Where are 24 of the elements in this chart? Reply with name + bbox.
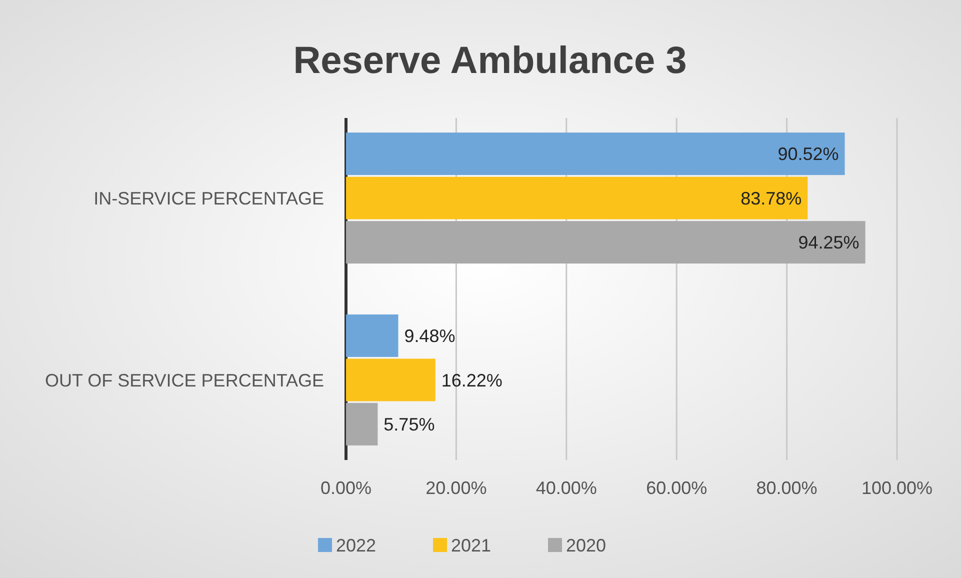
x-tick-label: 60.00%: [646, 478, 708, 498]
x-tick-label: 20.00%: [426, 478, 487, 498]
y-tick-label: OUT OF SERVICE PERCENTAGE: [44, 370, 324, 390]
bar: [346, 221, 866, 264]
bar: [346, 402, 378, 446]
bar: [346, 132, 845, 176]
data-label: 83.78%: [740, 188, 802, 208]
x-tick-label: 100.00%: [861, 478, 933, 498]
x-tick-label: 80.00%: [756, 478, 818, 498]
data-label: 90.52%: [778, 144, 839, 164]
data-label: 16.22%: [441, 370, 502, 390]
data-label: 9.48%: [404, 326, 456, 346]
chart-title: Reserve Ambulance 3: [293, 40, 687, 82]
bar: [346, 176, 808, 220]
x-tick-label: 40.00%: [536, 478, 597, 498]
data-label: 5.75%: [384, 414, 435, 435]
bar: [346, 358, 436, 402]
y-tick-label: IN-SERVICE PERCENTAGE: [94, 188, 324, 208]
legend-label: 2022: [336, 535, 376, 556]
legend-label: 2021: [451, 535, 492, 556]
bar: [346, 314, 398, 357]
data-label: 94.25%: [798, 232, 860, 253]
legend-label: 2020: [566, 535, 606, 556]
x-tick-label: 0.00%: [320, 478, 372, 498]
